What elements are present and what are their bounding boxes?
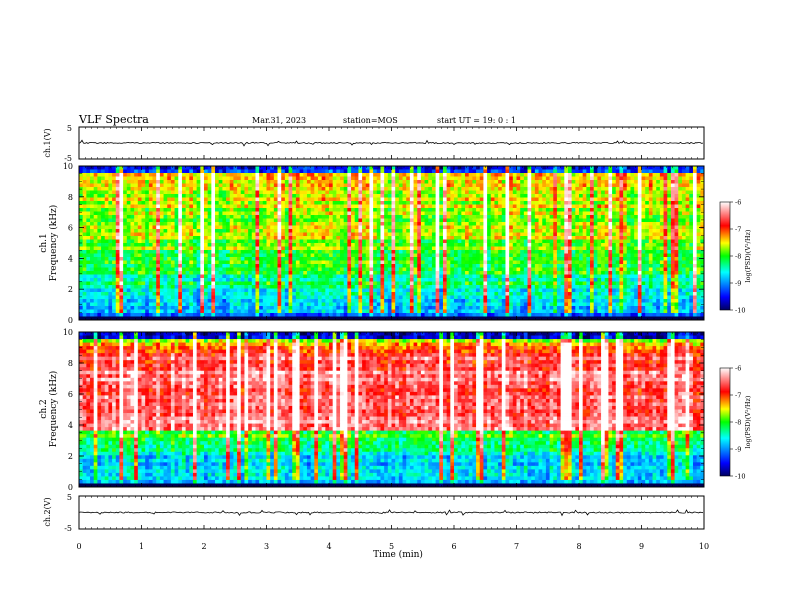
time-tick-label: 4 (326, 542, 331, 551)
ch1-channel-label: ch.1 (39, 233, 49, 252)
freq-tick-label: 10 (63, 328, 73, 337)
ch2-colorbar-label: log(PSD)(V²/Hz) (744, 395, 752, 448)
freq-tick-label: 0 (68, 483, 73, 492)
freq-tick-label: 4 (68, 421, 73, 430)
ch2-ytick-top: 5 (67, 493, 72, 502)
colorbar-tick-label: -9 (735, 280, 741, 288)
ch1-colorbar (720, 202, 730, 310)
time-tick-label: 9 (639, 542, 644, 551)
ch2-freq-ylabel: Frequency (kHz) (48, 371, 59, 448)
colorbar-tick-label: -10 (735, 307, 745, 315)
ch1-waveform-ylabel: ch.1(V) (43, 128, 52, 157)
date-label: Mar.31, 2023 (252, 116, 306, 125)
ch2-spectrogram-panel: 0 2 4 6 8 10 ch.2 Frequency (kHz) -6 -7 -8 -9 -10… (39, 328, 752, 492)
ch1-spectrogram-panel: 0 2 4 6 8 10 ch.1 Frequency (kHz) -6 -7 -8 -9 -10… (39, 162, 752, 325)
freq-tick-label: 6 (68, 390, 73, 399)
time-tick-label: 8 (576, 542, 581, 551)
colorbar-tick-label: -7 (735, 392, 741, 400)
ch2-channel-label: ch.2 (39, 399, 49, 418)
ch1-colorbar-label: log(PSD)(V²/Hz) (744, 229, 752, 282)
colorbar-tick-label: -6 (735, 365, 741, 373)
time-tick-label: 6 (451, 542, 456, 551)
start-time-label: start UT = 19: 0 : 1 (437, 116, 516, 125)
station-label: station=MOS (343, 116, 398, 125)
colorbar-tick-label: -8 (735, 253, 741, 261)
ch2-spectrogram-image (79, 332, 704, 487)
freq-tick-label: 8 (68, 193, 73, 202)
colorbar-tick-label: -9 (735, 446, 741, 454)
time-tick-label: 1 (139, 542, 144, 551)
ch2-colorbar (720, 368, 730, 476)
ch2-waveform-panel: 5 -5 ch.2(V) (43, 493, 704, 533)
figure-title: VLF Spectra (78, 113, 149, 126)
colorbar-tick-label: -10 (735, 473, 745, 481)
ch2-ytick-bottom: -5 (64, 524, 72, 533)
freq-tick-label: 6 (68, 224, 73, 233)
ch1-waveform-trace (79, 140, 703, 146)
ch1-freq-ylabel: Frequency (kHz) (48, 205, 59, 282)
time-tick-label: 10 (699, 542, 709, 551)
time-tick-label: 0 (76, 542, 81, 551)
ch1-ytick-top: 5 (67, 124, 72, 133)
freq-tick-label: 10 (63, 162, 73, 171)
time-axis-label: Time (min) (373, 549, 423, 560)
freq-tick-label: 4 (68, 254, 73, 263)
time-tick-label: 7 (514, 542, 519, 551)
ch2-waveform-trace (79, 510, 703, 516)
freq-tick-label: 2 (68, 285, 73, 294)
colorbar-tick-label: -7 (735, 226, 741, 234)
ch1-spectrogram-image (79, 166, 704, 320)
colorbar-tick-label: -8 (735, 419, 741, 427)
freq-tick-label: 0 (68, 316, 73, 325)
time-tick-label: 2 (201, 542, 206, 551)
ch2-waveform-ylabel: ch.2(V) (43, 497, 52, 526)
ch1-waveform-panel: 5 -5 ch.1(V) (43, 124, 704, 163)
freq-tick-label: 2 (68, 452, 73, 461)
time-tick-label: 3 (264, 542, 269, 551)
freq-tick-label: 8 (68, 359, 73, 368)
colorbar-tick-label: -6 (735, 199, 741, 207)
